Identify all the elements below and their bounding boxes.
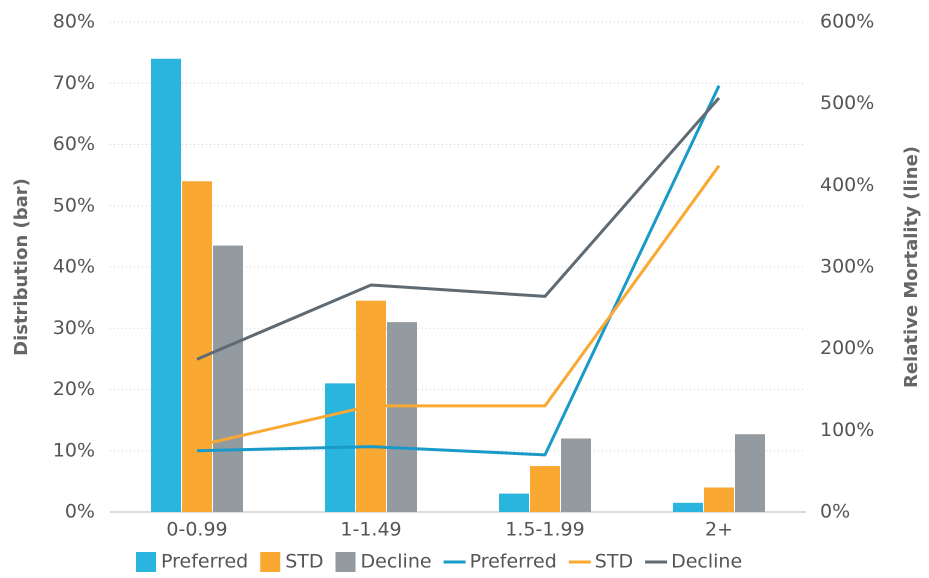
line-series	[196, 164, 721, 448]
x-tick-label: 1-1.49	[340, 519, 401, 541]
y-tick-label: 70%	[53, 72, 95, 94]
bar	[530, 466, 560, 512]
y-tick-label: 60%	[53, 133, 95, 155]
bar	[182, 181, 212, 512]
y-tick-label: 20%	[53, 378, 95, 400]
y-tick-label: 40%	[53, 256, 95, 278]
bar	[673, 502, 703, 512]
y2-tick-label: 600%	[820, 11, 874, 33]
y2-tick-label: 500%	[820, 92, 874, 114]
y-tick-label: 30%	[53, 317, 95, 339]
bar	[387, 322, 417, 512]
line-series	[196, 85, 721, 457]
y2-tick-label: 400%	[820, 174, 874, 196]
bar	[704, 487, 734, 512]
legend-label: STD	[595, 551, 633, 573]
x-tick-label: 2+	[705, 519, 733, 541]
y-tick-label: 80%	[53, 11, 95, 33]
y2-axis-title: Relative Mortality (line)	[901, 146, 922, 388]
y2-tick-label: 100%	[820, 419, 874, 441]
bar	[151, 58, 181, 512]
legend-label: Preferred	[161, 551, 248, 573]
legend-label: STD	[285, 551, 323, 573]
legend-label: Decline	[361, 551, 432, 573]
legend-swatch	[260, 552, 281, 572]
bar	[213, 245, 243, 512]
y2-tick-label: 300%	[820, 256, 874, 278]
legend-label: Decline	[671, 551, 742, 573]
y-tick-label: 10%	[53, 439, 95, 461]
legend-swatch	[335, 552, 356, 572]
legend-swatch	[136, 552, 156, 572]
y-axis-title: Distribution (bar)	[11, 178, 32, 356]
y2-tick-label: 200%	[820, 337, 874, 359]
line-series	[196, 96, 721, 361]
y2-tick-label: 0%	[820, 501, 850, 523]
bar	[499, 493, 529, 512]
x-tick-label: 0-0.99	[166, 519, 227, 541]
bar	[561, 438, 591, 512]
x-tick-label: 1.5-1.99	[505, 519, 584, 541]
y-tick-label: 50%	[53, 194, 95, 216]
legend-label: Preferred	[470, 551, 557, 573]
y-tick-label: 0%	[65, 501, 95, 523]
bar	[735, 434, 765, 512]
